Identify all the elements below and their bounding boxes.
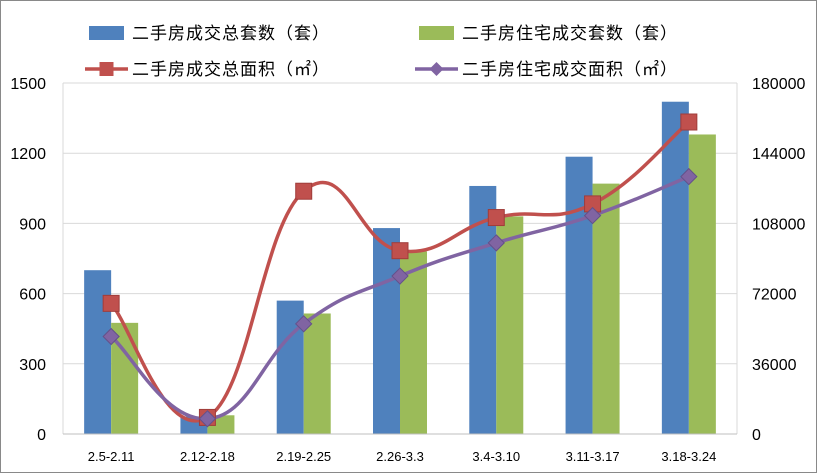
bar [303, 313, 331, 434]
bar [400, 251, 427, 434]
x-tick-label: 3.11-3.17 [566, 449, 620, 464]
x-tick-label: 3.4-3.10 [472, 449, 520, 464]
diamond-marker [680, 167, 698, 186]
y-left-tick-label: 600 [19, 287, 46, 304]
axes: 0 0 300 36000 600 72000 900 108000 1200 144000 150… [10, 76, 805, 464]
y-right-tick-label: 180000 [752, 76, 805, 93]
y-right-tick-label: 0 [752, 427, 761, 444]
y-left-tick-label: 1200 [10, 146, 46, 163]
legend-label: 二手房成交总面积（㎡） [132, 60, 330, 80]
diamond-marker [102, 327, 120, 346]
bars [84, 101, 716, 435]
x-tick-label: 2.12-2.18 [180, 449, 235, 464]
diamond-marker [583, 206, 602, 225]
gridlines [63, 82, 737, 365]
square-marker [680, 113, 698, 131]
legend-swatch [419, 26, 454, 40]
legend-swatch [89, 26, 124, 40]
legend-label: 二手房住宅成交面积（㎡） [462, 60, 678, 80]
x-tick-label: 2.5-2.11 [88, 449, 135, 464]
square-marker [102, 294, 120, 312]
diamond-marker [391, 267, 409, 285]
y-right-tick-label: 144000 [752, 146, 805, 163]
bar [688, 134, 716, 435]
diamond-marker [198, 410, 217, 428]
markers [102, 113, 698, 428]
y-left-tick-label: 0 [37, 427, 46, 444]
y-right-tick-label: 72000 [752, 287, 797, 304]
bar [496, 216, 524, 434]
x-tick-label: 2.26-3.3 [376, 449, 424, 464]
legend-square-marker [99, 62, 114, 76]
y-left-tick-label: 900 [19, 216, 46, 233]
legend: 二手房成交总套数（套） 二手房住宅成交套数（套） 二手房成交总面积（㎡） 二手房住宅成… [85, 24, 678, 80]
y-right-tick-label: 108000 [752, 216, 805, 233]
diamond-marker [295, 315, 313, 333]
square-marker [487, 209, 505, 227]
square-marker [391, 242, 409, 260]
x-tick-label: 2.19-2.25 [276, 449, 331, 464]
legend-label: 二手房住宅成交套数（套） [462, 24, 678, 44]
bar [373, 228, 400, 434]
bar [592, 183, 620, 434]
y-left-tick-label: 1500 [10, 76, 46, 93]
bar [84, 270, 112, 434]
x-tick-label: 3.18-3.24 [661, 449, 716, 464]
square-marker [295, 182, 313, 200]
y-left-tick-label: 300 [19, 357, 46, 374]
bar [661, 101, 689, 434]
legend-diamond-marker [429, 62, 444, 76]
diamond-marker [487, 234, 505, 252]
legend-label: 二手房成交总套数（套） [132, 24, 330, 44]
y-right-tick-label: 36000 [752, 357, 797, 374]
